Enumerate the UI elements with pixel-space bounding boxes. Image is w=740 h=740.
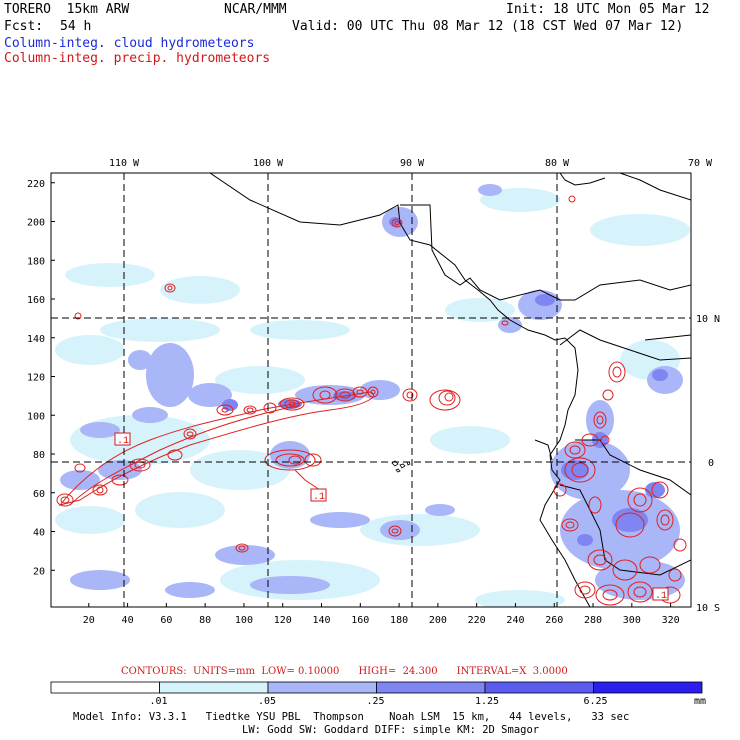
init-time: Init: 18 UTC Mon 05 Mar 12	[506, 2, 710, 17]
forecast-hour: 54 h	[60, 19, 92, 34]
lat-label: 10 N	[696, 314, 720, 325]
lon-label: 110 W	[109, 158, 140, 169]
x-tick-label: 120	[274, 615, 292, 626]
x-tick-label: 300	[623, 615, 641, 626]
colorbar-level-label: 6.25	[583, 696, 608, 707]
field-title-cloud: Column-integ. cloud hydrometeors	[4, 36, 255, 51]
x-tick-label: 20	[83, 615, 95, 626]
x-tick-label: 280	[584, 615, 602, 626]
galapagos-islands	[391, 460, 411, 473]
lon-label: 70 W	[688, 158, 713, 169]
y-tick-label: 120	[27, 373, 45, 384]
y-tick-label: 40	[33, 528, 45, 539]
colorbar	[50, 681, 703, 694]
organization: NCAR/MMM	[224, 2, 287, 17]
longitude-labels: 110 W 100 W 90 W 80 W 70 W	[109, 158, 713, 169]
x-tick-label: 260	[545, 615, 563, 626]
colorbar-level-label: .05	[258, 696, 277, 707]
x-tick-label: 240	[506, 615, 524, 626]
colorbar-segment	[50, 681, 160, 694]
valid-time: Valid: 00 UTC Thu 08 Mar 12 (18 CST Wed …	[292, 19, 684, 34]
colorbar-segment	[376, 681, 486, 694]
forecast-label: Fcst:	[4, 19, 44, 34]
y-tick-label: 80	[33, 450, 45, 461]
x-tick-label: 80	[199, 615, 211, 626]
latitude-labels: 10 N 0 10 S	[696, 314, 720, 614]
colorbar-segment	[593, 681, 703, 694]
colorbar-unit: mm	[694, 696, 707, 707]
contour-info: CONTOURS: UNITS=mm LOW= 0.10000 HIGH= 24…	[121, 666, 568, 677]
lat-label: 10 S	[696, 603, 720, 614]
y-tick-label: 200	[27, 218, 45, 229]
cloud-hydrometeor-fill	[55, 184, 690, 607]
x-grid-ticks: 20 40 60 80 100 120 140 160 180 200 220 240 260 280 30…	[83, 603, 680, 626]
x-tick-label: 160	[351, 615, 369, 626]
model-info: Model Info: V3.3.1 Tiedtke YSU PBL Thomp…	[73, 711, 630, 723]
x-tick-label: 40	[122, 615, 134, 626]
y-grid-ticks: 20 40 60 80 100 120 140 160 180 200 220	[27, 179, 55, 577]
colorbar-level-label: .25	[366, 696, 385, 707]
x-tick-label: 320	[662, 615, 680, 626]
lon-label: 100 W	[253, 158, 284, 169]
y-tick-label: 220	[27, 179, 45, 190]
colorbar-segment	[267, 681, 377, 694]
x-tick-label: 100	[235, 615, 253, 626]
lon-label: 90 W	[400, 158, 425, 169]
precip-contours	[56, 195, 687, 606]
x-tick-label: 180	[390, 615, 408, 626]
y-tick-label: 20	[33, 566, 45, 577]
colorbar-level-label: 1.25	[475, 696, 500, 707]
colorbar-segment	[159, 681, 269, 694]
contour-label: .1	[313, 492, 325, 503]
y-tick-label: 60	[33, 489, 45, 500]
physics-info: LW: Godd SW: Goddard DIFF: simple KM: 2D…	[242, 724, 540, 736]
lon-label: 80 W	[545, 158, 570, 169]
y-tick-label: 160	[27, 295, 45, 306]
contour-label: .1	[117, 436, 129, 447]
x-tick-label: 220	[468, 615, 486, 626]
lat-label: 0	[708, 458, 714, 469]
field-title-precip: Column-integ. precip. hydrometeors	[4, 51, 271, 66]
contour-box-labels: .1 .1 .1	[114, 432, 669, 602]
x-tick-label: 60	[160, 615, 172, 626]
contour-label: .1	[655, 591, 667, 602]
colorbar-level-label: .01	[149, 696, 168, 707]
x-tick-label: 200	[429, 615, 447, 626]
colorbar-segment	[484, 681, 594, 694]
y-tick-label: 100	[27, 411, 45, 422]
lat-lon-grid	[51, 173, 691, 607]
x-tick-label: 140	[312, 615, 330, 626]
y-tick-label: 140	[27, 334, 45, 345]
y-tick-label: 180	[27, 256, 45, 267]
map-frame	[50, 172, 692, 608]
model-name: TORERO 15km ARW	[4, 2, 130, 17]
